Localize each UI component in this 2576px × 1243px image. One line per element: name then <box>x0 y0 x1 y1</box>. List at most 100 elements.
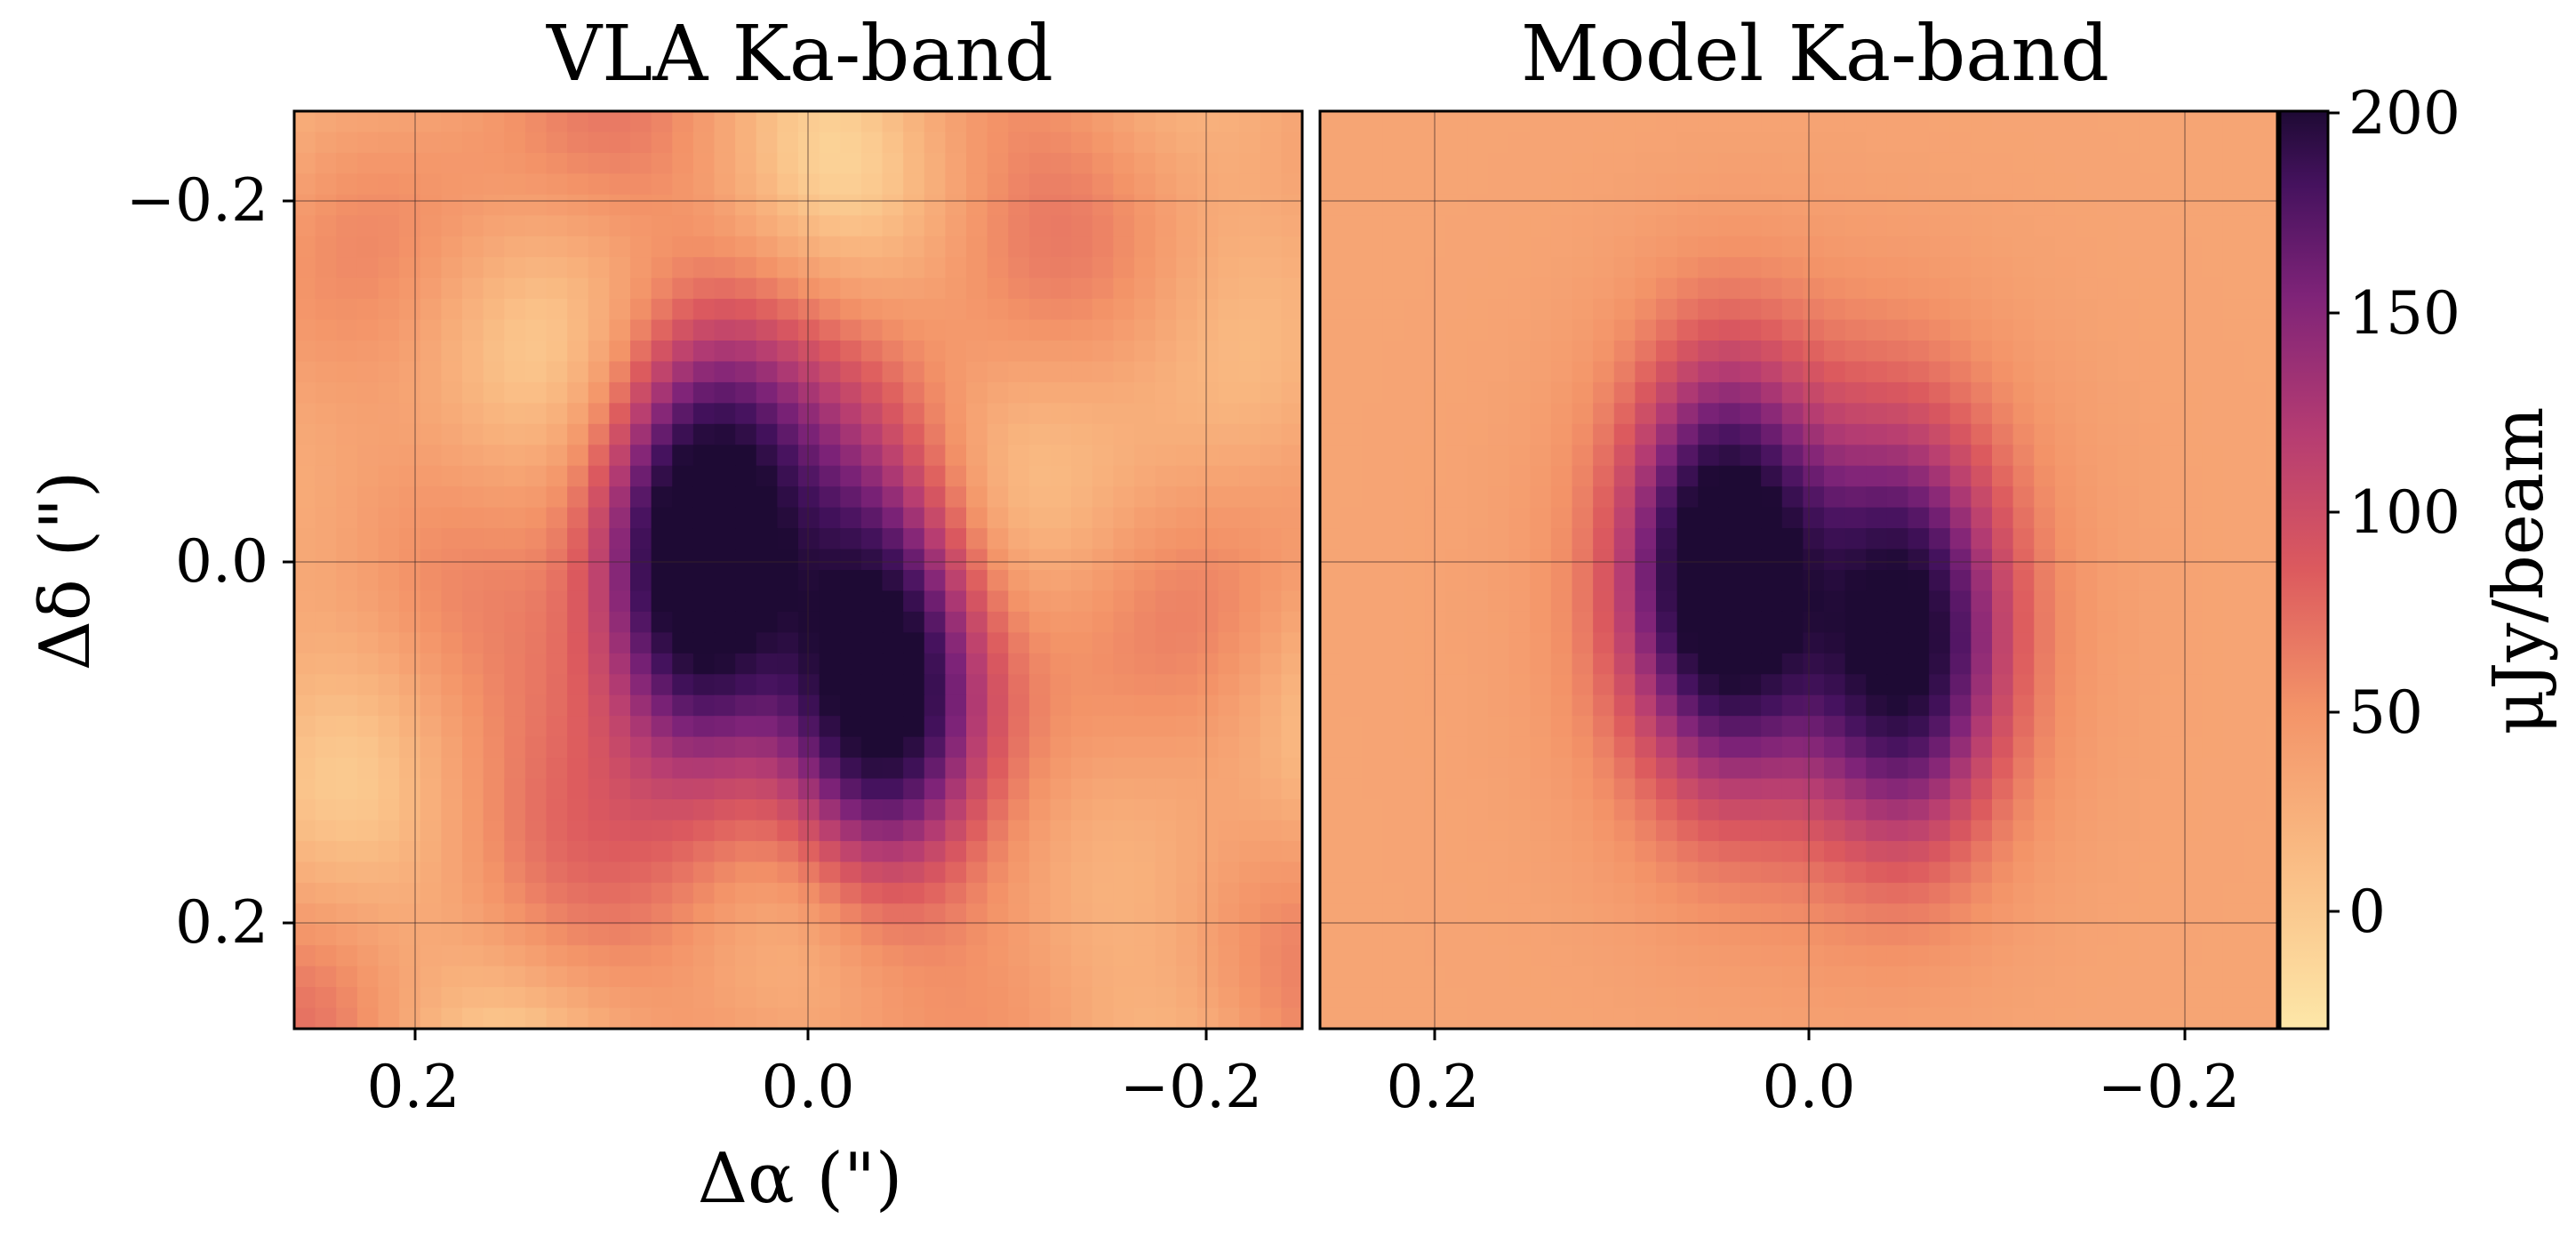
heatmap-cell <box>1467 549 1489 571</box>
heatmap-cell <box>860 862 884 884</box>
heatmap-cell <box>735 257 757 279</box>
heatmap-cell <box>336 152 358 174</box>
heatmap-cell <box>1488 653 1510 675</box>
heatmap-cell <box>903 111 925 133</box>
heatmap-cell <box>714 1007 736 1030</box>
heatmap-cell <box>2139 132 2161 154</box>
heatmap-cell <box>882 611 904 633</box>
heatmap-cell <box>315 465 337 487</box>
heatmap-cell <box>1362 924 1384 946</box>
heatmap-cell <box>1530 257 1552 279</box>
heatmap-cell <box>840 507 862 529</box>
heatmap-cell <box>2054 799 2077 822</box>
heatmap-cell <box>2117 277 2140 300</box>
heatmap-cell <box>2097 173 2119 196</box>
heatmap-cell <box>672 736 694 758</box>
heatmap-cell <box>1362 570 1384 592</box>
heatmap-cell <box>294 820 316 842</box>
heatmap-cell <box>294 653 316 675</box>
heatmap-cell <box>692 924 716 946</box>
heatmap-cell <box>1929 236 1951 258</box>
heatmap-cell <box>483 194 505 216</box>
heatmap-cell <box>524 945 548 967</box>
heatmap-cell <box>2180 882 2203 904</box>
heatmap-cell <box>1929 486 1951 509</box>
heatmap-cell <box>1445 799 1468 822</box>
heatmap-cell <box>840 862 862 884</box>
heatmap-cell <box>1028 381 1052 404</box>
heatmap-cell <box>1028 507 1052 529</box>
heatmap-cell <box>336 924 358 946</box>
heatmap-cell <box>356 194 380 216</box>
heatmap-cell <box>1008 736 1030 758</box>
heatmap-cell <box>2034 736 2056 758</box>
heatmap-cell <box>441 173 463 196</box>
heatmap-cell <box>1425 507 1447 529</box>
heatmap-cell <box>1656 111 1678 133</box>
heatmap-cell <box>903 423 925 445</box>
heatmap-cell <box>1176 507 1198 529</box>
heatmap-cell <box>2180 945 2203 967</box>
heatmap-cell <box>735 903 757 926</box>
heatmap-cell <box>651 840 673 862</box>
heatmap-cell <box>756 1007 778 1030</box>
heatmap-cell <box>1071 903 1093 926</box>
heatmap-cell <box>903 528 925 550</box>
heatmap-cell <box>2034 924 2056 946</box>
heatmap-cell <box>1092 570 1114 592</box>
heatmap-cell <box>840 736 862 758</box>
heatmap-cell <box>2117 361 2140 383</box>
heatmap-cell <box>987 194 1009 216</box>
heatmap-cell <box>819 758 841 780</box>
heatmap-cell <box>1340 924 1363 946</box>
heatmap-cell <box>336 840 358 862</box>
heatmap-cell <box>987 173 1009 196</box>
heatmap-cell <box>1992 507 2014 529</box>
heatmap-cell <box>1971 674 1993 696</box>
heatmap-cell <box>2012 319 2035 341</box>
heatmap-cell <box>1572 694 1594 717</box>
heatmap-cell <box>2160 882 2182 904</box>
heatmap-cell <box>2097 570 2119 592</box>
heatmap-cell <box>1071 736 1093 758</box>
heatmap-cell <box>441 694 463 717</box>
heatmap-cell <box>1718 528 1741 550</box>
heatmap-cell <box>1718 549 1741 571</box>
heatmap-cell <box>2117 882 2140 904</box>
heatmap-cell <box>2222 945 2245 967</box>
heatmap-cell <box>2054 549 2077 571</box>
heatmap-cell <box>2139 674 2161 696</box>
heatmap-cell <box>672 674 694 696</box>
heatmap-cell <box>2160 173 2182 196</box>
heatmap-cell <box>2222 257 2245 279</box>
heatmap-cell <box>1781 903 1804 926</box>
heatmap-cell <box>1196 152 1220 174</box>
heatmap-cell <box>1844 299 1867 321</box>
heatmap-cell <box>1071 132 1093 154</box>
heatmap-cell <box>1320 341 1342 363</box>
heatmap-cell <box>924 945 946 967</box>
heatmap-cell <box>356 423 380 445</box>
heatmap-cell <box>1824 966 1846 988</box>
heatmap-cell <box>2139 361 2161 383</box>
heatmap-cell <box>1362 799 1384 822</box>
heatmap-cell <box>860 903 884 926</box>
heatmap-cell <box>1866 341 1888 363</box>
heatmap-cell <box>987 486 1009 509</box>
heatmap-cell <box>1281 528 1303 550</box>
heatmap-cell <box>1718 423 1741 445</box>
heatmap-cell <box>1260 611 1282 633</box>
heatmap-cell <box>1113 507 1135 529</box>
heatmap-cell <box>1929 445 1951 467</box>
heatmap-cell <box>966 716 988 738</box>
heatmap-cell <box>1929 299 1951 321</box>
heatmap-cell <box>840 381 862 404</box>
heatmap-cell <box>1281 152 1303 174</box>
heatmap-cell <box>1134 590 1156 613</box>
heatmap-cell <box>609 820 631 842</box>
heatmap-cell <box>1113 465 1135 487</box>
heatmap-cell <box>1781 987 1804 1009</box>
heatmap-cell <box>1593 716 1615 738</box>
heatmap-cell <box>315 549 337 571</box>
heatmap-cell <box>1971 882 1993 904</box>
